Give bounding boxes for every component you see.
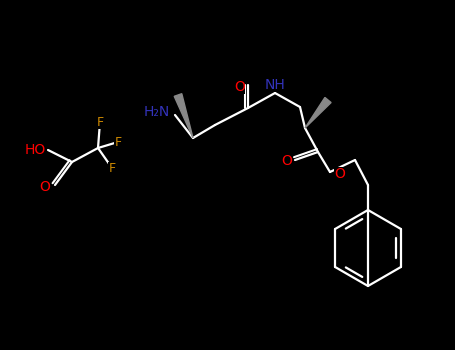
Text: HO: HO [25,143,46,157]
Polygon shape [305,97,331,128]
Text: F: F [115,135,121,148]
Text: O: O [334,167,345,181]
Text: O: O [281,154,292,168]
Text: NH: NH [265,78,285,92]
Text: F: F [108,161,116,175]
Polygon shape [174,94,193,138]
Text: O: O [39,180,50,194]
Text: H₂N: H₂N [144,105,170,119]
Text: O: O [234,80,245,94]
Text: F: F [96,116,104,128]
